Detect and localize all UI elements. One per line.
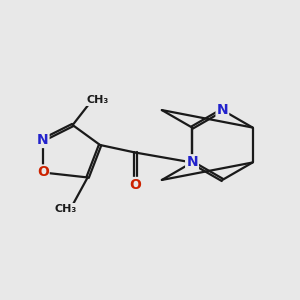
Text: N: N bbox=[217, 103, 228, 117]
Text: O: O bbox=[129, 178, 141, 192]
Text: O: O bbox=[37, 166, 49, 179]
Text: N: N bbox=[37, 133, 49, 147]
Text: N: N bbox=[186, 155, 198, 170]
Text: CH₃: CH₃ bbox=[54, 204, 76, 214]
Text: CH₃: CH₃ bbox=[86, 95, 109, 105]
Text: N: N bbox=[186, 155, 198, 170]
